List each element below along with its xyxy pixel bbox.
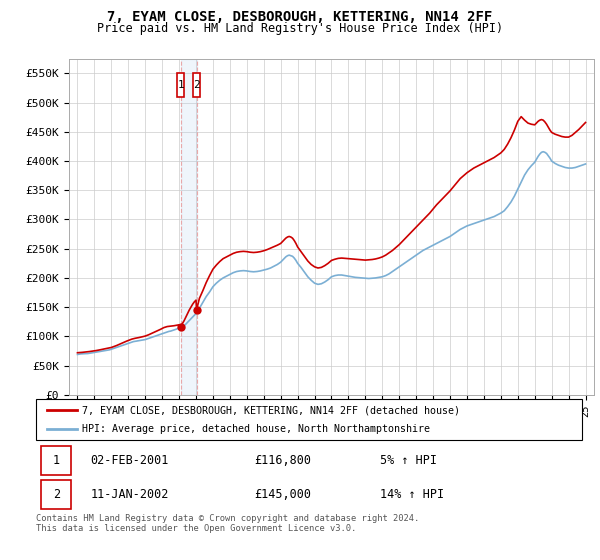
Text: 5% ↑ HPI: 5% ↑ HPI — [380, 454, 437, 467]
Text: HPI: Average price, detached house, North Northamptonshire: HPI: Average price, detached house, Nort… — [82, 424, 430, 433]
Bar — [41, 479, 71, 509]
Bar — [181, 59, 197, 395]
Text: 7, EYAM CLOSE, DESBOROUGH, KETTERING, NN14 2FF (detached house): 7, EYAM CLOSE, DESBOROUGH, KETTERING, NN… — [82, 405, 460, 415]
Bar — [193, 73, 200, 97]
Text: 02-FEB-2001: 02-FEB-2001 — [91, 454, 169, 467]
Text: £145,000: £145,000 — [254, 488, 311, 501]
Text: 7, EYAM CLOSE, DESBOROUGH, KETTERING, NN14 2FF: 7, EYAM CLOSE, DESBOROUGH, KETTERING, NN… — [107, 10, 493, 24]
Text: 14% ↑ HPI: 14% ↑ HPI — [380, 488, 444, 501]
Text: 2: 2 — [193, 80, 200, 90]
Bar — [41, 446, 71, 475]
Bar — [177, 73, 184, 97]
Text: 1: 1 — [177, 80, 184, 90]
Text: 2: 2 — [53, 488, 60, 501]
Text: 1: 1 — [53, 454, 60, 467]
Text: £116,800: £116,800 — [254, 454, 311, 467]
Text: Price paid vs. HM Land Registry's House Price Index (HPI): Price paid vs. HM Land Registry's House … — [97, 22, 503, 35]
Text: Contains HM Land Registry data © Crown copyright and database right 2024.
This d: Contains HM Land Registry data © Crown c… — [36, 514, 419, 534]
Text: 11-JAN-2002: 11-JAN-2002 — [91, 488, 169, 501]
